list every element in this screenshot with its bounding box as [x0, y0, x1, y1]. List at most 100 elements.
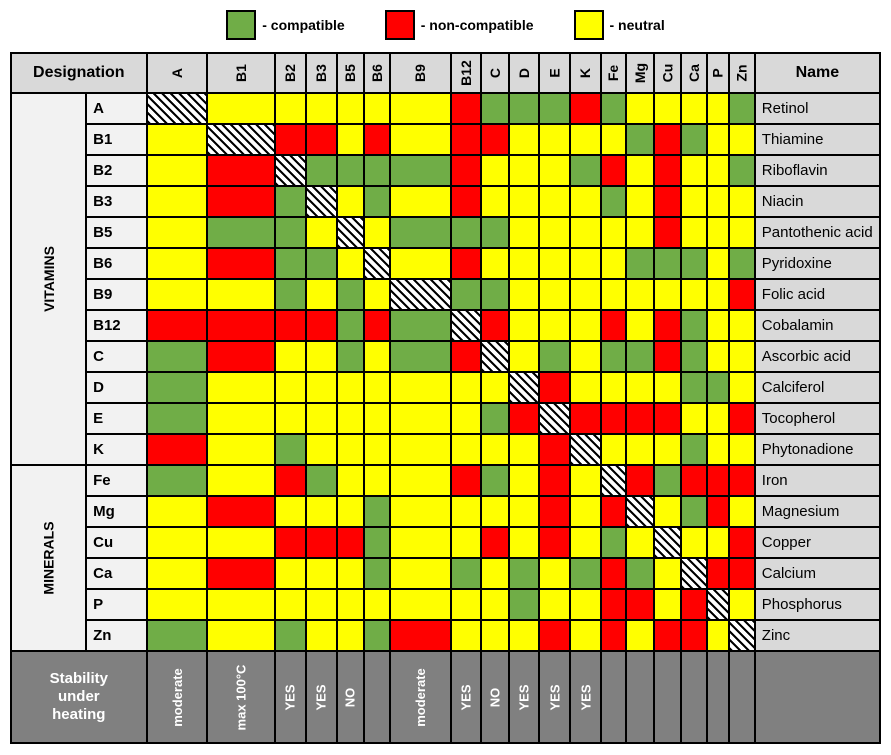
matrix-cell [364, 93, 390, 124]
matrix-cell [207, 93, 275, 124]
row-name: Riboflavin [755, 155, 880, 186]
matrix-cell [275, 434, 306, 465]
matrix-cell [654, 248, 681, 279]
matrix-cell [570, 403, 601, 434]
matrix-cell [729, 589, 755, 620]
matrix-cell [729, 465, 755, 496]
matrix-cell [337, 372, 364, 403]
matrix-cell [337, 434, 364, 465]
matrix-cell [539, 217, 570, 248]
col-header: C [481, 53, 508, 93]
legend-swatch [574, 10, 604, 40]
stability-cell: YES [509, 651, 540, 743]
matrix-cell [654, 186, 681, 217]
row-name: Iron [755, 465, 880, 496]
matrix-cell [390, 403, 451, 434]
row-code: Fe [86, 465, 146, 496]
legend-item: - compatible [226, 10, 344, 40]
matrix-cell [207, 496, 275, 527]
compat-table: DesignationAB1B2B3B5B6B9B12CDEKFeMgCuCaP… [10, 52, 881, 744]
matrix-cell [626, 310, 654, 341]
matrix-cell [451, 310, 482, 341]
matrix-cell [539, 248, 570, 279]
col-header: B9 [390, 53, 451, 93]
matrix-cell [306, 496, 337, 527]
matrix-cell [707, 186, 729, 217]
matrix-cell [707, 558, 729, 589]
row-name: Calciferol [755, 372, 880, 403]
matrix-cell [570, 124, 601, 155]
matrix-cell [539, 93, 570, 124]
matrix-cell [364, 310, 390, 341]
matrix-cell [364, 217, 390, 248]
matrix-cell [364, 124, 390, 155]
matrix-cell [729, 372, 755, 403]
legend-label: - neutral [610, 17, 665, 33]
matrix-cell [729, 279, 755, 310]
col-header: E [539, 53, 570, 93]
matrix-cell [570, 217, 601, 248]
matrix-cell [570, 279, 601, 310]
row-name: Copper [755, 527, 880, 558]
matrix-cell [681, 217, 707, 248]
matrix-cell [451, 434, 482, 465]
matrix-cell [509, 496, 540, 527]
matrix-cell [707, 589, 729, 620]
matrix-cell [306, 124, 337, 155]
matrix-cell [729, 496, 755, 527]
matrix-cell [451, 527, 482, 558]
matrix-cell [681, 341, 707, 372]
matrix-cell [306, 620, 337, 651]
matrix-cell [390, 217, 451, 248]
name-header: Name [755, 53, 880, 93]
matrix-cell [364, 248, 390, 279]
matrix-cell [275, 558, 306, 589]
matrix-cell [481, 496, 508, 527]
col-header: D [509, 53, 540, 93]
stability-name-cell [755, 651, 880, 743]
col-header: P [707, 53, 729, 93]
matrix-cell [707, 310, 729, 341]
matrix-cell [275, 186, 306, 217]
matrix-cell [306, 465, 337, 496]
stability-header: Stabilityunderheating [11, 651, 147, 743]
matrix-cell [306, 248, 337, 279]
matrix-cell [481, 465, 508, 496]
row-code: Mg [86, 496, 146, 527]
matrix-cell [275, 620, 306, 651]
matrix-cell [275, 465, 306, 496]
matrix-cell [451, 217, 482, 248]
matrix-cell [729, 341, 755, 372]
matrix-cell [147, 620, 208, 651]
matrix-cell [681, 93, 707, 124]
matrix-cell [306, 155, 337, 186]
matrix-cell [654, 403, 681, 434]
matrix-cell [707, 217, 729, 248]
matrix-cell [601, 496, 627, 527]
matrix-cell [337, 341, 364, 372]
matrix-cell [207, 527, 275, 558]
stability-cell [681, 651, 707, 743]
stability-cell [729, 651, 755, 743]
stability-cell: NO [481, 651, 508, 743]
stability-cell: moderate [147, 651, 208, 743]
matrix-cell [707, 155, 729, 186]
matrix-cell [601, 93, 627, 124]
stability-cell: YES [275, 651, 306, 743]
row-name: Phytonadione [755, 434, 880, 465]
stability-cell: moderate [390, 651, 451, 743]
col-header: K [570, 53, 601, 93]
matrix-cell [481, 310, 508, 341]
matrix-cell [570, 496, 601, 527]
matrix-cell [509, 341, 540, 372]
stability-cell [654, 651, 681, 743]
matrix-cell [147, 248, 208, 279]
matrix-cell [729, 93, 755, 124]
matrix-cell [707, 403, 729, 434]
matrix-cell [707, 248, 729, 279]
matrix-cell [681, 124, 707, 155]
matrix-cell [337, 310, 364, 341]
matrix-cell [337, 155, 364, 186]
matrix-cell [570, 465, 601, 496]
stability-cell: YES [570, 651, 601, 743]
